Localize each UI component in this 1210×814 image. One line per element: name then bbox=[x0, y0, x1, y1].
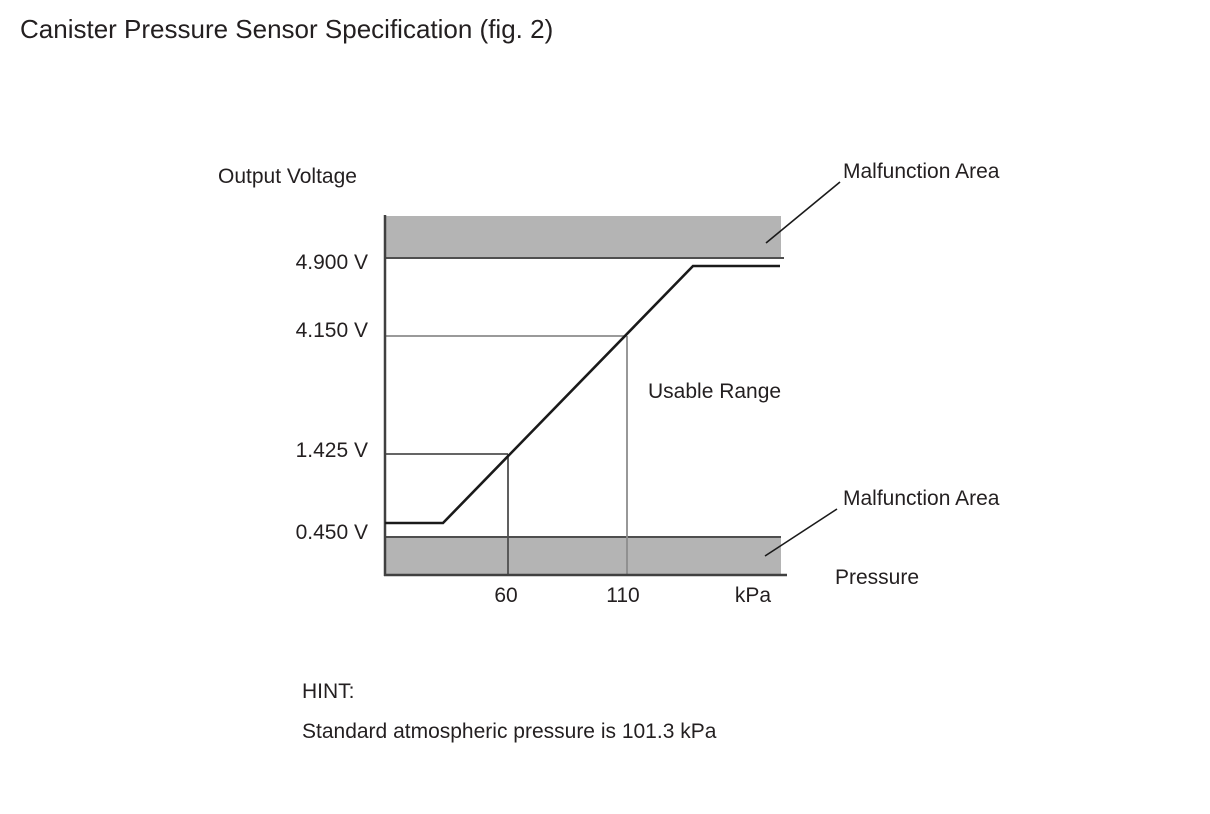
malfunction-area-top-label: Malfunction Area bbox=[843, 160, 1000, 183]
x-unit-label: kPa bbox=[734, 584, 772, 607]
y-tick-450mv: 0.450 V bbox=[295, 521, 368, 544]
malfunction-band-bottom bbox=[385, 537, 781, 575]
leader-line-malfunction-top bbox=[765, 181, 841, 244]
x-tick-60kpa: 60 bbox=[494, 584, 518, 607]
x-axis-title: Pressure bbox=[835, 566, 920, 589]
leader-line-malfunction-bottom bbox=[764, 508, 838, 557]
y-tick-1425mv: 1.425 V bbox=[295, 439, 368, 462]
figure-title: Canister Pressure Sensor Specification (… bbox=[20, 14, 554, 44]
x-tick-110kpa: 110 bbox=[606, 584, 640, 607]
hint-body: Standard atmospheric pressure is 101.3 k… bbox=[302, 720, 717, 743]
hint-heading: HINT: bbox=[302, 680, 355, 703]
y-tick-4150mv: 4.150 V bbox=[295, 319, 368, 342]
malfunction-band-top bbox=[385, 216, 781, 258]
malfunction-area-bottom-label: Malfunction Area bbox=[843, 487, 1000, 510]
y-axis-title: Output Voltage bbox=[218, 165, 357, 188]
y-tick-4900mv: 4.900 V bbox=[295, 251, 368, 274]
sensor-output-curve bbox=[385, 264, 780, 525]
usable-range-label: Usable Range bbox=[648, 380, 782, 403]
